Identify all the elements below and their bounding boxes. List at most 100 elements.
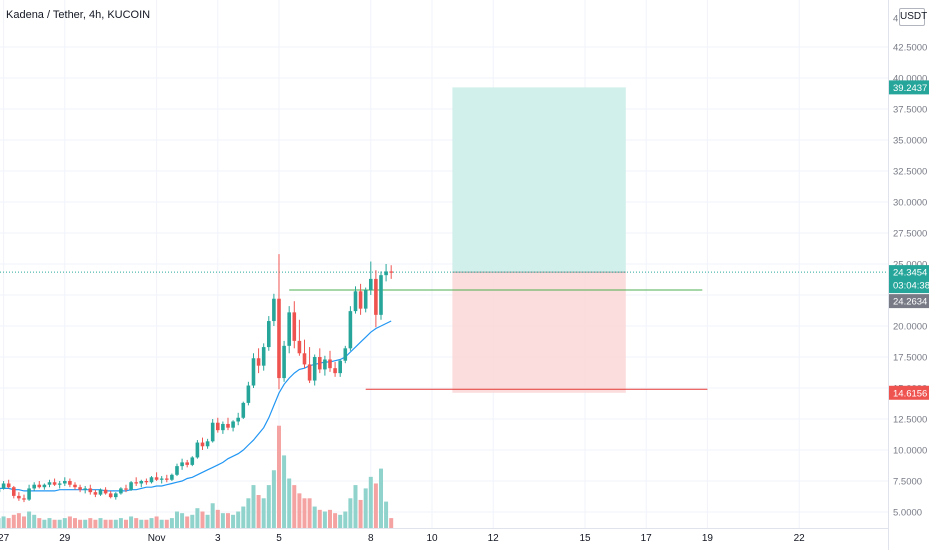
candle-body — [73, 485, 77, 487]
volume-bar — [93, 520, 97, 528]
volume-bar — [63, 518, 67, 528]
volume-bar — [73, 518, 77, 528]
volume-bar — [231, 515, 235, 528]
position-zone-layer — [452, 87, 625, 392]
price-axis-tick: 35.0000 — [893, 136, 927, 147]
candle-body — [129, 482, 133, 489]
candle-body — [175, 466, 179, 475]
volume-bar — [195, 508, 199, 528]
time-axis-tick: Nov — [148, 533, 166, 544]
volume-bar — [32, 515, 36, 528]
candle-body — [170, 475, 174, 480]
last-close-tag: 24.2634 — [893, 297, 927, 308]
candle-body — [262, 347, 266, 366]
volume-bar — [262, 498, 266, 528]
candle-body — [160, 479, 164, 480]
volume-bar — [353, 485, 357, 528]
volume-bar — [328, 510, 332, 528]
candle-body — [313, 357, 317, 381]
candle-body — [150, 477, 154, 482]
time-axis-tick: 22 — [794, 533, 806, 544]
price-axis-tick: 20.0000 — [893, 322, 927, 333]
volume-bar — [58, 520, 62, 528]
volume-bar — [165, 520, 169, 528]
volume-bar — [359, 500, 363, 528]
candle-body — [119, 488, 123, 493]
volume-bar — [37, 518, 41, 528]
volume-bar — [180, 513, 184, 528]
volume-bar — [175, 512, 179, 529]
volume-bar — [297, 493, 301, 528]
candle-body — [292, 312, 296, 341]
volume-bar — [308, 498, 312, 528]
candle-body — [236, 418, 240, 422]
volume-bar — [47, 518, 51, 528]
candle-body — [216, 423, 220, 430]
candle-body — [94, 492, 98, 494]
volume-bar — [114, 520, 118, 528]
candle-body — [196, 443, 200, 458]
price-axis-tick: 30.0000 — [893, 198, 927, 209]
candle-body — [231, 421, 235, 427]
candle-body — [7, 483, 11, 487]
volume-bar — [149, 518, 153, 528]
candle-body — [318, 357, 322, 369]
candle-body — [78, 487, 82, 489]
candle-body — [43, 485, 47, 487]
candle-body — [139, 481, 143, 483]
time-axis-tick: 15 — [579, 533, 591, 544]
volume-bar — [124, 520, 128, 528]
candle-body — [389, 271, 393, 272]
drawing-lines-layer — [0, 272, 888, 389]
candle-body — [114, 493, 118, 497]
candle-body — [379, 275, 383, 315]
time-axis-tick: 17 — [641, 533, 653, 544]
candle-body — [277, 299, 281, 378]
volume-bar — [170, 518, 174, 528]
countdown-tag: 03:04:38 — [893, 281, 930, 292]
volume-bar — [226, 513, 230, 528]
candle-body — [99, 490, 103, 495]
candle-body — [343, 348, 347, 360]
candle-body — [104, 490, 108, 494]
candle-body — [338, 361, 342, 373]
volume-layer — [0, 426, 393, 528]
candle-body — [369, 279, 373, 290]
volume-bar — [251, 485, 255, 528]
chart-title: Kadena / Tether, 4h, KUCOIN — [6, 9, 150, 21]
candle-body — [241, 403, 245, 418]
candle-body — [374, 279, 378, 315]
currency-button[interactable]: USDT — [899, 8, 925, 26]
volume-bar — [88, 518, 92, 528]
price-axis-tick: 17.5000 — [893, 353, 927, 364]
price-axis-tick: 5.0000 — [893, 508, 922, 519]
candle-body — [226, 424, 230, 428]
moving-average-layer — [0, 321, 391, 491]
volume-bar — [98, 518, 102, 528]
volume-bar — [292, 485, 296, 528]
volume-bar — [338, 515, 342, 528]
volume-bar — [364, 488, 368, 528]
volume-bar — [318, 510, 322, 528]
time-axis-tick: 29 — [59, 533, 71, 544]
candle-body — [252, 358, 256, 385]
time-axis-tick: 10 — [426, 533, 438, 544]
volume-bar — [206, 515, 210, 528]
time-axis-tick: 19 — [702, 533, 714, 544]
price-axis-tick: 4 — [893, 14, 898, 25]
candle-body — [221, 424, 225, 430]
time-axis-tick: 8 — [368, 533, 374, 544]
candle-body — [32, 485, 36, 489]
candle-body — [333, 368, 337, 373]
volume-bar — [155, 516, 159, 528]
candle-body — [83, 488, 87, 489]
volume-bar — [221, 513, 225, 528]
candle-body — [48, 482, 52, 484]
time-axis-tick: 27 — [0, 533, 10, 544]
candle-body — [349, 311, 353, 348]
volume-bar — [343, 512, 347, 529]
volume-bar — [104, 520, 108, 528]
volume-bar — [134, 518, 138, 528]
candle-body — [201, 443, 205, 447]
